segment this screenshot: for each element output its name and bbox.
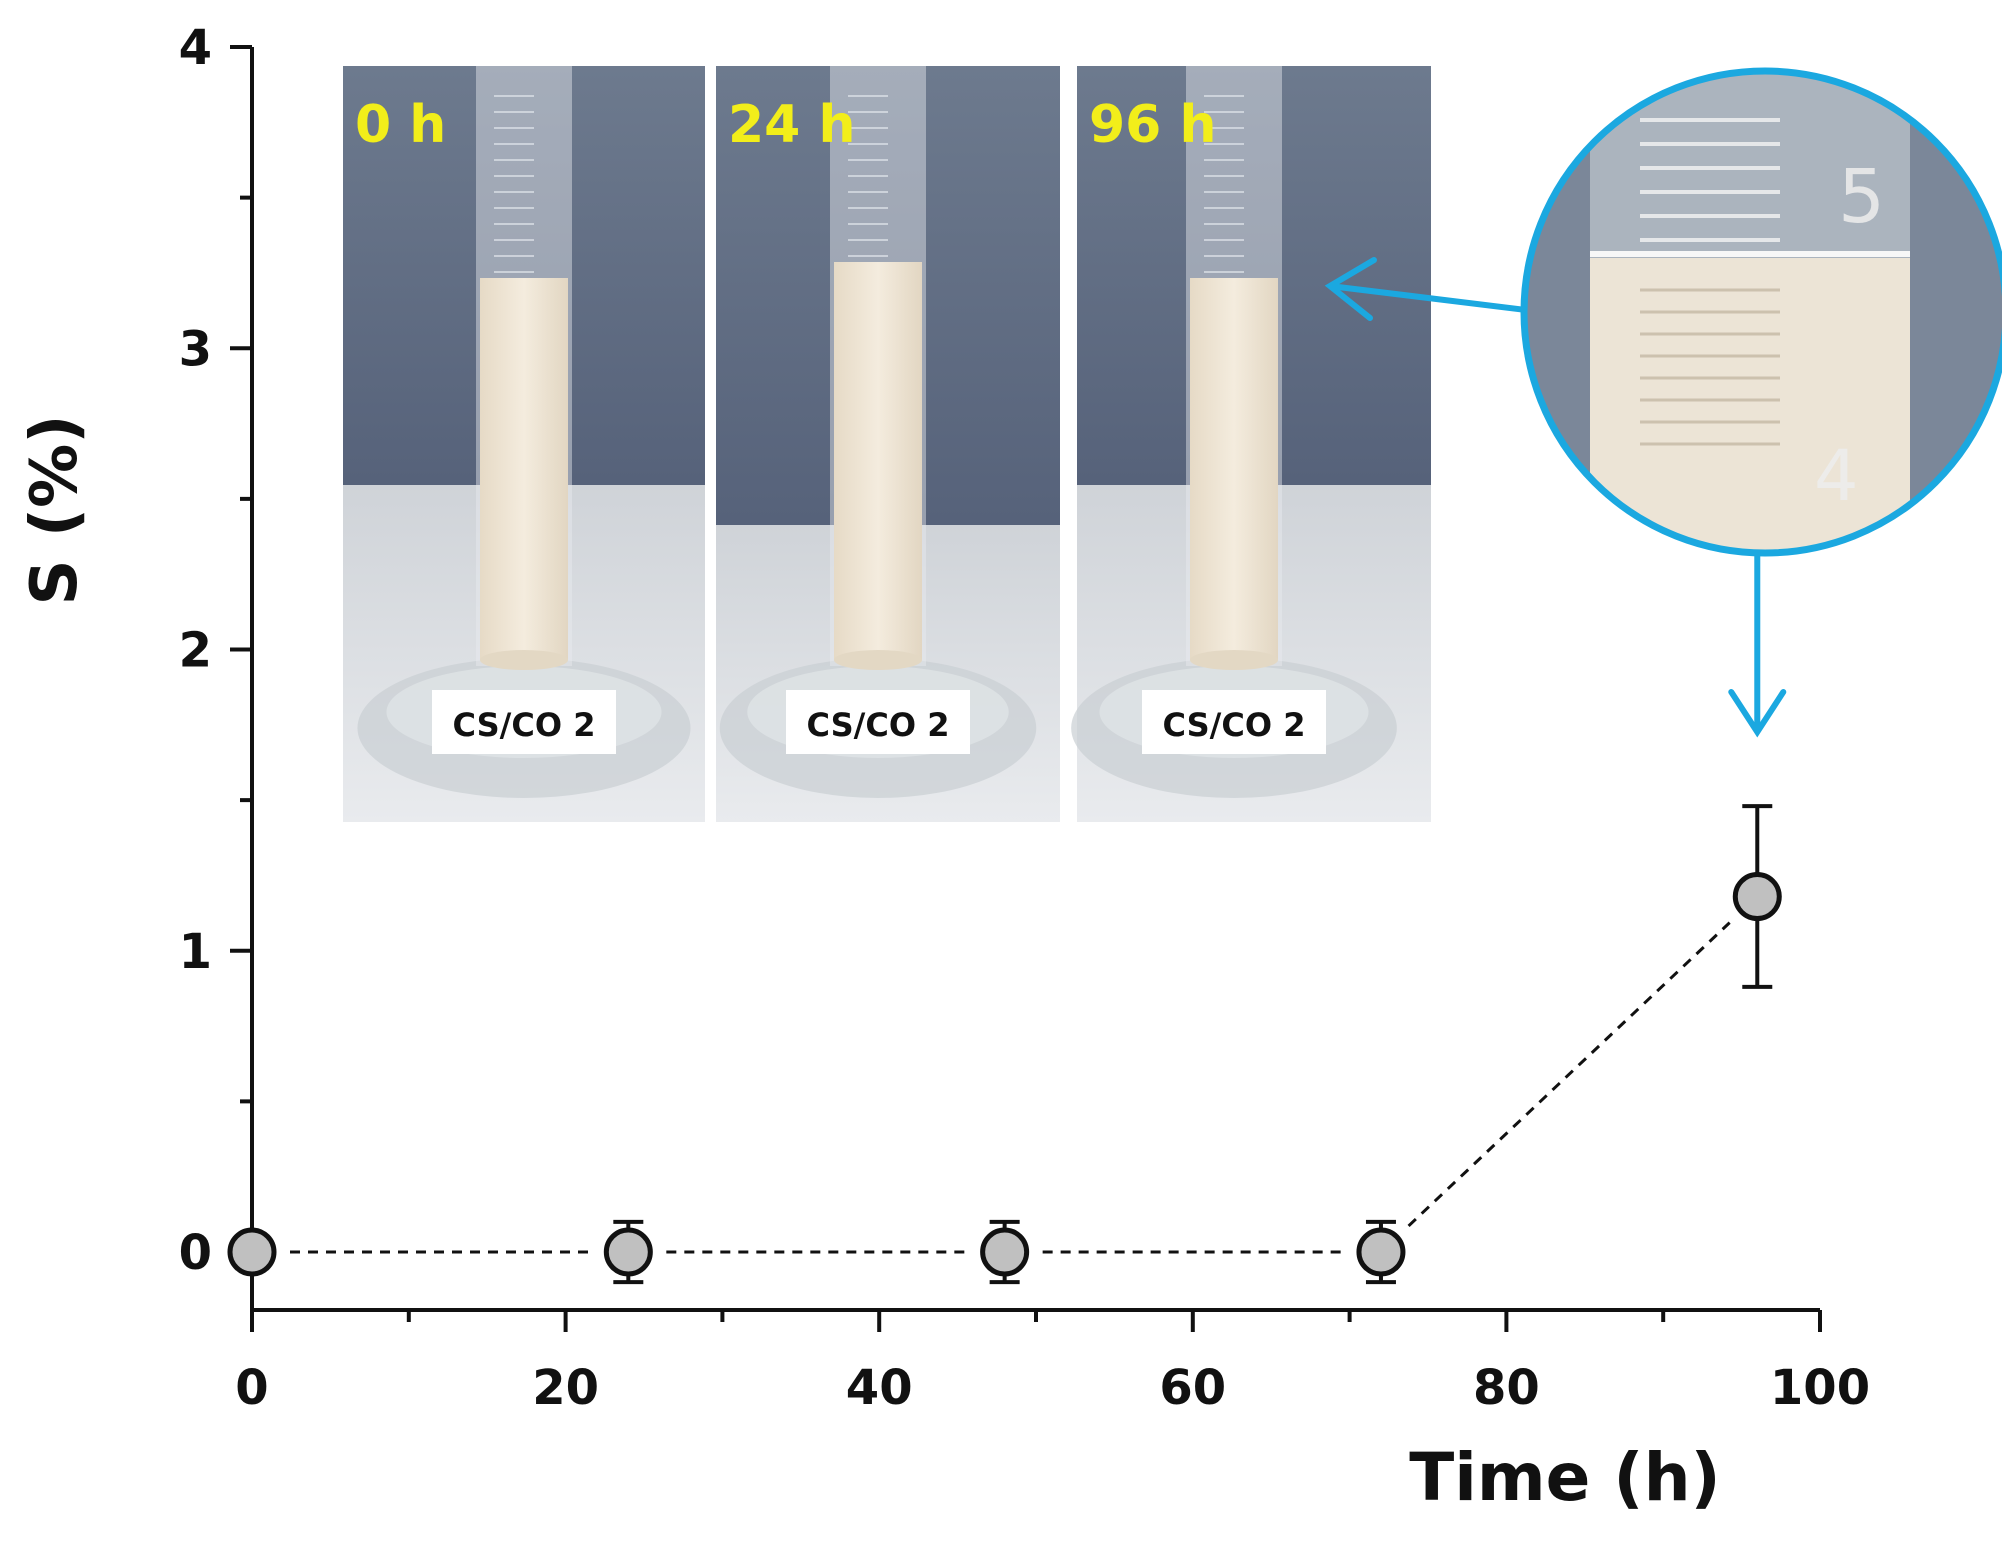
data-point bbox=[1356, 1227, 1406, 1277]
zoom-magnifier-inset: 54 bbox=[1520, 67, 2002, 557]
y-tick-label: 0 bbox=[179, 1225, 212, 1281]
arrowhead-left-icon bbox=[1324, 257, 1377, 321]
cylinder-photo: CS/CO 2 24 h bbox=[716, 66, 1060, 822]
data-point bbox=[980, 1227, 1030, 1277]
x-tick-labels: 0 20 40 60 80 100 bbox=[235, 1360, 1870, 1416]
sample-label: CS/CO 2 bbox=[453, 706, 596, 744]
series-connector bbox=[290, 921, 1731, 1254]
cylinder-photo: CS/CO 2 0 h bbox=[343, 66, 705, 822]
zoom-scale-digit: 4 bbox=[1814, 435, 1859, 517]
series-segment bbox=[1407, 921, 1731, 1227]
cylinder-photo: CS/CO 2 96 h bbox=[1071, 66, 1431, 822]
y-tick-label: 3 bbox=[179, 321, 212, 377]
data-point bbox=[227, 1227, 277, 1277]
x-tick-label: 80 bbox=[1473, 1360, 1540, 1416]
data-point bbox=[603, 1227, 653, 1277]
callout-arrows bbox=[1324, 257, 1787, 738]
error-bars bbox=[613, 804, 1773, 1285]
sample-label: CS/CO 2 bbox=[807, 706, 950, 744]
data-points bbox=[227, 872, 1782, 1277]
x-tick-label: 100 bbox=[1770, 1360, 1870, 1416]
y-axis-title: S (%) bbox=[18, 415, 92, 606]
y-tick-label: 1 bbox=[179, 924, 212, 980]
data-point bbox=[1732, 872, 1782, 922]
callout-arrow-line bbox=[1329, 283, 1527, 313]
time-label: 96 h bbox=[1089, 95, 1217, 155]
x-tick-label: 40 bbox=[846, 1360, 913, 1416]
y-tick-label: 4 bbox=[179, 20, 212, 76]
y-tick-labels: 0 1 2 3 4 bbox=[179, 20, 212, 1281]
cylinder-photos-inset: CS/CO 2 0 h CS/CO 2 24 h CS/CO 2 96 h bbox=[343, 66, 1431, 822]
x-tick-label: 0 bbox=[235, 1360, 268, 1416]
arrowhead-down-icon bbox=[1728, 689, 1787, 738]
sample-label-card bbox=[786, 690, 970, 754]
sample-label: CS/CO 2 bbox=[1163, 706, 1306, 744]
y-tick-label: 2 bbox=[179, 623, 212, 679]
sample-label-card bbox=[432, 690, 616, 754]
sample-label-card bbox=[1142, 690, 1326, 754]
zoom-scale-digit: 5 bbox=[1838, 154, 1885, 240]
time-label: 24 h bbox=[728, 95, 856, 155]
x-axis-title: Time (h) bbox=[1409, 1439, 1720, 1516]
time-label: 0 h bbox=[355, 95, 446, 155]
x-tick-label: 20 bbox=[532, 1360, 599, 1416]
x-tick-label: 60 bbox=[1159, 1360, 1226, 1416]
